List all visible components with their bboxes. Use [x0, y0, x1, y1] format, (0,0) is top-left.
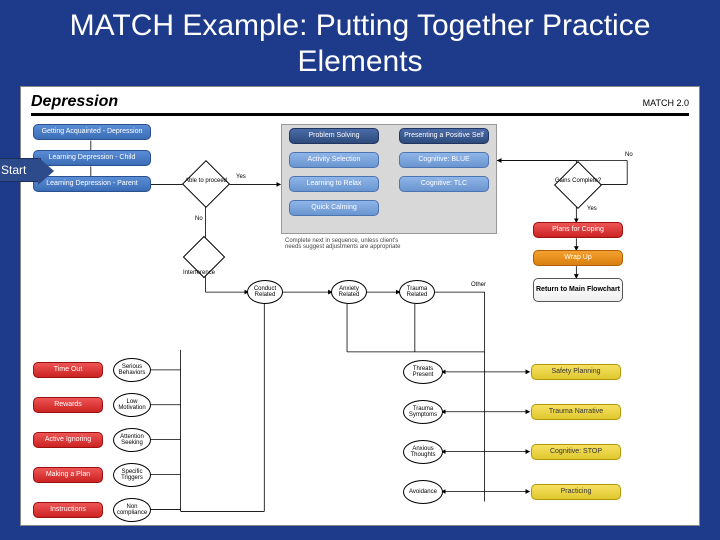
- node-cognitive-tlc: Cognitive: TLC: [399, 176, 489, 192]
- node-practicing: Practicing: [531, 484, 621, 500]
- node-return-main: Return to Main Flowchart: [533, 278, 623, 302]
- oval-threats: Threats Present: [403, 360, 443, 384]
- node-cognitive-stop: Cognitive: STOP: [531, 444, 621, 460]
- node-quick-calming: Quick Calming: [289, 200, 379, 216]
- node-active-ignoring: Active Ignoring: [33, 432, 103, 448]
- node-getting-acquainted: Getting Acquainted - Depression: [33, 124, 151, 140]
- node-wrap-up: Wrap Up: [533, 250, 623, 266]
- flowchart-canvas: Getting Acquainted - Depression Learning…: [31, 122, 689, 522]
- label-no-2: No: [625, 152, 633, 158]
- flowchart-container: Depression MATCH 2.0: [20, 86, 700, 526]
- oval-anxious: Anxious Thoughts: [403, 440, 443, 464]
- label-no-1: No: [195, 216, 203, 222]
- oval-triggers: Specific Triggers: [113, 463, 151, 487]
- label-other: Other: [471, 282, 486, 288]
- node-activity-selection: Activity Selection: [289, 152, 379, 168]
- chart-header-right: MATCH 2.0: [643, 98, 689, 108]
- node-making-plan: Making a Plan: [33, 467, 103, 483]
- oval-avoidance: Avoidance: [403, 480, 443, 504]
- greyzone-note: Complete next in sequence, unless client…: [285, 238, 415, 250]
- oval-anxiety: Anxiety Related: [331, 280, 367, 304]
- diamond-gains: [554, 161, 602, 209]
- oval-attention: Attention Seeking: [113, 428, 151, 452]
- label-interference: Interference: [183, 270, 215, 276]
- oval-conduct: Conduct Related: [247, 280, 283, 304]
- node-trauma-narr: Trauma Narrative: [531, 404, 621, 420]
- node-positive-self: Presenting a Positive Self: [399, 128, 489, 144]
- oval-lowmot: Low Motivation: [113, 393, 151, 417]
- node-learning-relax: Learning to Relax: [289, 176, 379, 192]
- diamond-able: [182, 160, 230, 208]
- node-rewards: Rewards: [33, 397, 103, 413]
- node-timeout: Time Out: [33, 362, 103, 378]
- node-plans-coping: Plans for Coping: [533, 222, 623, 238]
- oval-trauma-symp: Trauma Symptoms: [403, 400, 443, 424]
- node-problem-solving: Problem Solving: [289, 128, 379, 144]
- label-yes-1: Yes: [236, 174, 246, 180]
- label-yes-2: Yes: [587, 206, 597, 212]
- oval-trauma: Trauma Related: [399, 280, 435, 304]
- start-label: Start: [0, 158, 41, 182]
- oval-noncomp: Non compliance: [113, 498, 151, 522]
- node-instructions: Instructions: [33, 502, 103, 518]
- start-arrow: Start: [0, 158, 41, 182]
- node-safety: Safety Planning: [531, 364, 621, 380]
- chart-header-left: Depression: [31, 93, 118, 111]
- oval-serious: Serious Behaviors: [113, 358, 151, 382]
- node-cognitive-blue: Cognitive: BLUE: [399, 152, 489, 168]
- slide-title: MATCH Example: Putting Together Practice…: [20, 8, 700, 80]
